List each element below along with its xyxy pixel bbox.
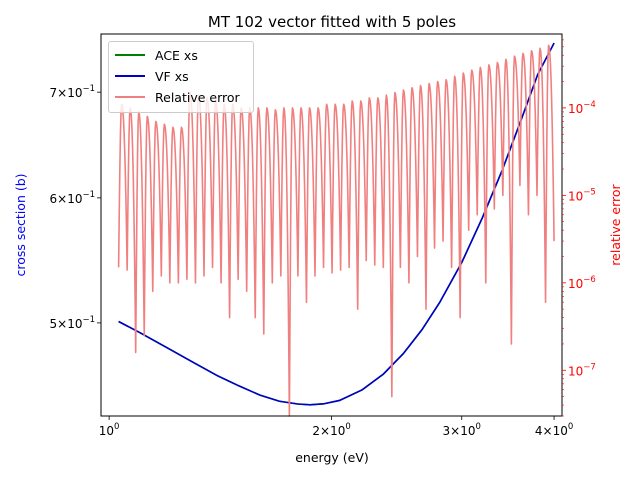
legend-label-ace-xs: ACE xs [155, 47, 198, 63]
series-line-vf-xs [118, 42, 555, 406]
axes: 100 2×100 3×100 4×1005×10−16×10−17×10−110−7… [50, 39, 596, 438]
y-axis-label-right: relative error [608, 183, 623, 265]
x-tick-label: 3×100 [443, 422, 481, 438]
legend-swatch-vf-xs [115, 75, 145, 77]
chart-title: MT 102 vector fitted with 5 poles [208, 13, 456, 31]
legend-label-relative-error: Relative error [155, 89, 240, 105]
x-tick-label: 2×100 [312, 422, 350, 438]
legend-item-vf-xs: VF xs [115, 67, 189, 85]
legend: ACE xs VF xs Relative error [108, 41, 254, 113]
legend-item-ace-xs: ACE xs [115, 46, 198, 64]
y-axis-label-left: cross section (b) [13, 173, 28, 276]
legend-swatch-ace-xs [115, 54, 145, 56]
x-tick-label: 4×100 [535, 422, 573, 438]
x-axis-label: energy (eV) [295, 450, 369, 465]
legend-item-relative-error: Relative error [115, 88, 240, 106]
legend-swatch-relative-error [115, 96, 145, 98]
legend-label-vf-xs: VF xs [155, 68, 189, 84]
